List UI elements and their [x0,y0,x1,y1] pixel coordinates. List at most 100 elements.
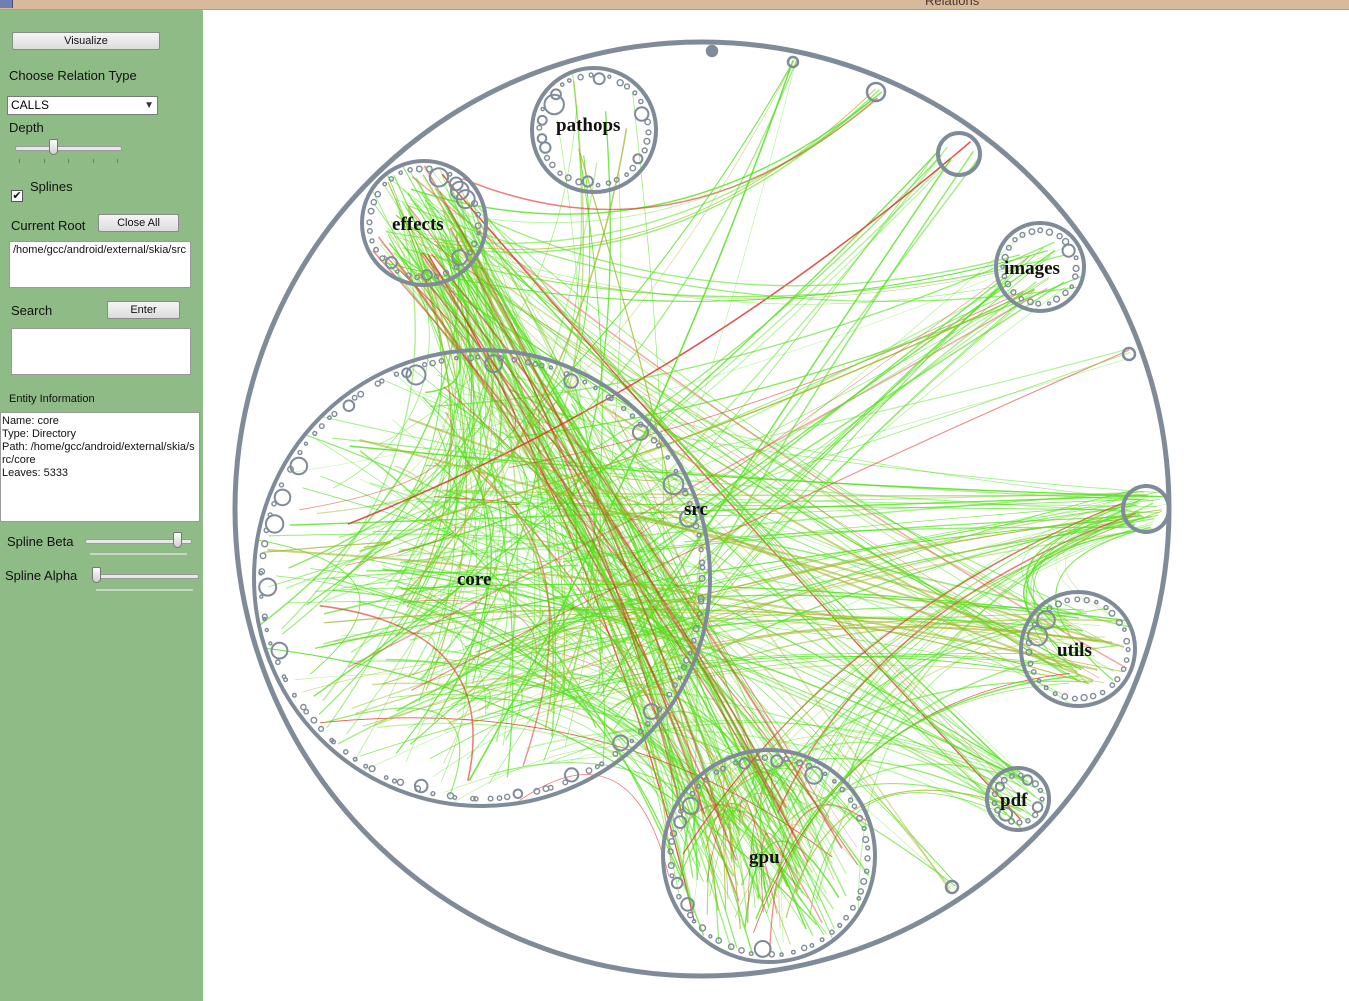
child-node[interactable] [264,627,269,633]
child-node[interactable] [532,360,539,367]
child-node[interactable] [698,574,706,583]
child-node[interactable] [342,749,349,755]
child-node[interactable] [1035,300,1042,307]
child-node[interactable] [678,808,684,815]
spline-beta-slider[interactable] [85,532,192,552]
child-node[interactable] [605,394,612,401]
child-node[interactable] [536,124,543,131]
child-node[interactable] [856,896,862,901]
spline-alpha-thumb[interactable] [92,567,101,583]
child-node[interactable] [543,154,551,162]
child-node[interactable] [612,750,619,757]
child-node[interactable] [398,170,404,175]
child-node[interactable] [1083,597,1090,604]
child-node[interactable] [451,249,469,266]
child-node[interactable] [329,737,335,743]
child-node[interactable] [413,778,429,794]
child-node[interactable] [605,180,612,186]
child-node[interactable] [1000,264,1005,270]
child-node[interactable] [497,355,504,362]
leaf-node[interactable] [1121,484,1171,534]
child-node[interactable] [503,793,511,801]
child-node[interactable] [470,240,478,247]
child-node[interactable] [414,785,422,793]
child-node[interactable] [713,769,720,775]
leaf-node[interactable] [936,131,982,177]
child-node[interactable] [1074,596,1081,603]
child-node[interactable] [421,269,433,281]
child-node[interactable] [562,779,569,786]
depth-slider-thumb[interactable] [49,139,58,155]
child-node[interactable] [1073,255,1079,261]
child-node[interactable] [680,897,695,912]
child-node[interactable] [368,765,376,773]
node-pathops[interactable] [530,66,658,194]
child-node[interactable] [662,473,685,496]
child-node[interactable] [857,888,865,895]
child-node[interactable] [607,74,612,79]
child-node[interactable] [1072,264,1080,273]
child-node[interactable] [1031,621,1038,628]
child-node[interactable] [1025,818,1031,824]
child-node[interactable] [366,227,373,234]
child-node[interactable] [839,786,846,793]
child-node[interactable] [720,765,727,772]
child-node[interactable] [1123,637,1131,645]
child-node[interactable] [998,806,1014,822]
node-utils[interactable] [1019,590,1137,708]
child-node[interactable] [405,272,412,279]
search-input[interactable] [11,328,191,375]
child-node[interactable] [631,423,650,441]
child-node[interactable] [843,914,849,921]
child-node[interactable] [291,692,297,698]
child-node[interactable] [270,641,289,660]
child-node[interactable] [259,594,264,599]
child-node[interactable] [790,949,796,955]
child-node[interactable] [388,176,395,182]
child-node[interactable] [864,855,871,862]
child-node[interactable] [687,500,693,507]
leaf-node[interactable] [944,879,960,895]
child-node[interactable] [396,778,405,786]
child-node[interactable] [644,118,652,126]
child-node[interactable] [524,359,532,366]
child-node[interactable] [1001,273,1008,280]
child-node[interactable] [632,90,638,96]
child-node[interactable] [379,255,386,262]
child-node[interactable] [629,738,635,744]
child-node[interactable] [809,943,815,949]
child-node[interactable] [289,456,309,476]
child-node[interactable] [369,238,375,244]
child-node[interactable] [698,546,704,553]
child-node[interactable] [331,410,338,418]
child-node[interactable] [394,269,400,274]
child-node[interactable] [588,72,594,78]
child-node[interactable] [1031,780,1040,788]
child-node[interactable] [564,174,572,182]
child-node[interactable] [469,795,476,802]
child-node[interactable] [1012,236,1018,243]
child-node[interactable] [374,380,381,387]
node-core[interactable] [252,348,712,808]
child-node[interactable] [862,835,870,844]
child-node[interactable] [643,137,651,145]
child-node[interactable] [679,509,698,528]
child-node[interactable] [342,399,356,413]
child-node[interactable] [438,357,445,364]
child-node[interactable] [692,522,700,530]
child-node[interactable] [1036,678,1042,684]
child-node[interactable] [991,790,999,798]
child-node[interactable] [1043,685,1049,691]
child-node[interactable] [753,940,772,958]
child-node[interactable] [1004,280,1012,288]
child-node[interactable] [856,814,864,822]
child-node[interactable] [373,246,379,253]
node-layer[interactable]: pathops effects images core utils pdf gpu [252,44,1171,964]
child-node[interactable] [379,378,385,384]
child-node[interactable] [312,430,318,436]
spline-alpha-slider[interactable] [92,567,199,587]
child-node[interactable] [738,757,751,770]
child-node[interactable] [687,911,694,919]
child-node[interactable] [727,943,735,951]
child-node[interactable] [642,703,660,720]
